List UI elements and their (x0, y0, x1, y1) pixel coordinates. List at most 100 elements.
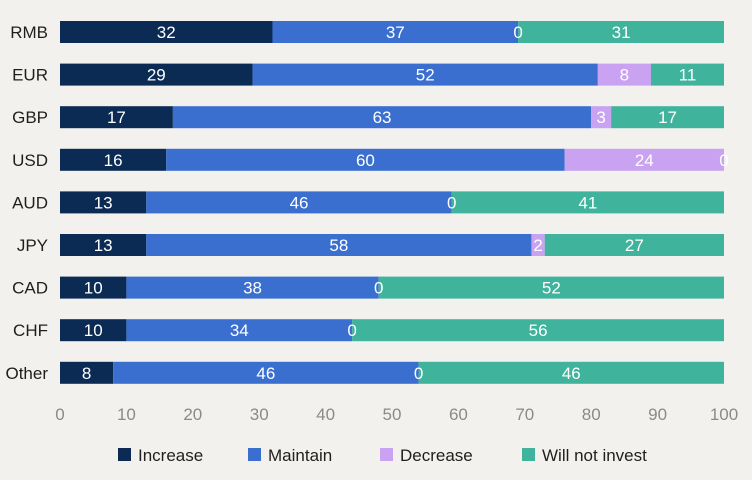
bar-segment-increase (60, 361, 114, 384)
x-tick-label: 90 (648, 405, 667, 424)
bar-segment-maintain (126, 319, 353, 342)
bar-segment-maintain (272, 21, 519, 43)
bar-segment-increase (60, 148, 167, 171)
bar-segment-increase (60, 106, 173, 129)
category-label: Other (5, 364, 48, 383)
x-tick-label: 10 (117, 405, 136, 424)
data-label: 17 (107, 108, 126, 127)
bar-segment-decrease (597, 63, 651, 86)
legend-label: Will not invest (542, 446, 647, 465)
category-label: CHF (13, 321, 48, 340)
data-label: 0 (513, 23, 522, 42)
bar-segment-will-not-invest (352, 319, 724, 342)
legend-swatch (118, 448, 131, 461)
data-label: 0 (347, 321, 356, 340)
legend-label: Decrease (400, 446, 473, 465)
x-axis-ticks-layer: 0 10 20 30 40 50 60 70 80 90 100 (55, 405, 738, 424)
category-label: RMB (10, 23, 48, 42)
x-tick-label: 40 (316, 405, 335, 424)
bar-segment-will-not-invest (451, 191, 724, 214)
legend-label: Maintain (268, 446, 332, 465)
data-label: 29 (147, 66, 166, 85)
data-label: 0 (374, 279, 383, 298)
bar-segment-will-not-invest (650, 63, 724, 86)
data-label: 24 (635, 151, 654, 170)
bar-segment-maintain (166, 148, 565, 171)
bar-segment-will-not-invest (378, 276, 724, 299)
data-label: 3 (596, 108, 605, 127)
bar-segment-increase (60, 21, 273, 43)
bars-layer (60, 21, 724, 384)
data-label: 46 (562, 364, 581, 383)
data-label: 0 (719, 151, 728, 170)
bar-segment-increase (60, 191, 147, 214)
bar-segment-maintain (146, 191, 452, 214)
x-tick-label: 60 (449, 405, 468, 424)
data-label: 41 (578, 193, 597, 212)
legend-label: Increase (138, 446, 203, 465)
data-label: 11 (679, 66, 697, 85)
bar-segment-will-not-invest (518, 21, 724, 43)
category-label: CAD (12, 279, 48, 298)
category-label: EUR (12, 66, 48, 85)
bar-segment-increase (60, 276, 127, 299)
data-label: 31 (612, 23, 631, 42)
category-labels-layer: RMB EUR GBP USD AUD JPY CAD CHF Other (5, 23, 48, 383)
category-label: USD (12, 151, 48, 170)
data-label: 10 (84, 279, 103, 298)
category-label: AUD (12, 193, 48, 212)
data-label: 27 (625, 236, 644, 255)
data-label: 60 (356, 151, 375, 170)
data-label: 2 (533, 236, 542, 255)
data-label: 63 (373, 108, 392, 127)
bar-segment-decrease (531, 234, 545, 256)
bar-segment-decrease (564, 148, 724, 171)
data-label: 0 (414, 364, 423, 383)
x-tick-label: 30 (250, 405, 269, 424)
bar-segment-increase (60, 234, 147, 256)
data-label: 13 (94, 193, 113, 212)
x-tick-label: 20 (183, 405, 202, 424)
category-label: GBP (12, 108, 48, 127)
x-tick-label: 50 (383, 405, 402, 424)
x-tick-label: 100 (710, 405, 738, 424)
segment-labels-layer: 32 37 0 31 29 52 8 11 17 63 3 17 16 60 24 0 13 46 0 41 13 58 2… (82, 23, 729, 383)
bar-segment-will-not-invest (418, 361, 724, 384)
data-label: 17 (658, 108, 677, 127)
x-tick-label: 0 (55, 405, 64, 424)
bar-segment-will-not-invest (611, 106, 724, 129)
data-label: 32 (157, 23, 176, 42)
data-label: 8 (620, 66, 629, 85)
bar-segment-decrease (591, 106, 612, 129)
legend-swatch (522, 448, 535, 461)
bar-segment-maintain (252, 63, 598, 86)
data-label: 13 (94, 236, 113, 255)
x-tick-label: 80 (582, 405, 601, 424)
data-label: 46 (256, 364, 275, 383)
x-tick-label: 70 (515, 405, 534, 424)
legend: Increase Maintain Decrease Will not invest (118, 446, 647, 465)
data-label: 52 (416, 66, 435, 85)
data-label: 10 (84, 321, 103, 340)
bar-segment-increase (60, 319, 127, 342)
data-label: 0 (447, 193, 456, 212)
category-label: JPY (17, 236, 48, 255)
legend-swatch (248, 448, 261, 461)
data-label: 34 (230, 321, 249, 340)
data-label: 16 (104, 151, 123, 170)
bar-segment-maintain (113, 361, 419, 384)
data-label: 8 (82, 364, 91, 383)
bar-segment-maintain (126, 276, 379, 299)
data-label: 46 (290, 193, 309, 212)
data-label: 38 (243, 279, 262, 298)
bar-segment-maintain (146, 234, 532, 256)
data-label: 37 (386, 23, 405, 42)
data-label: 56 (529, 321, 548, 340)
bar-segment-maintain (172, 106, 592, 129)
legend-swatch (380, 448, 393, 461)
data-label: 52 (542, 279, 561, 298)
bar-segment-increase (60, 63, 253, 86)
data-label: 58 (329, 236, 348, 255)
